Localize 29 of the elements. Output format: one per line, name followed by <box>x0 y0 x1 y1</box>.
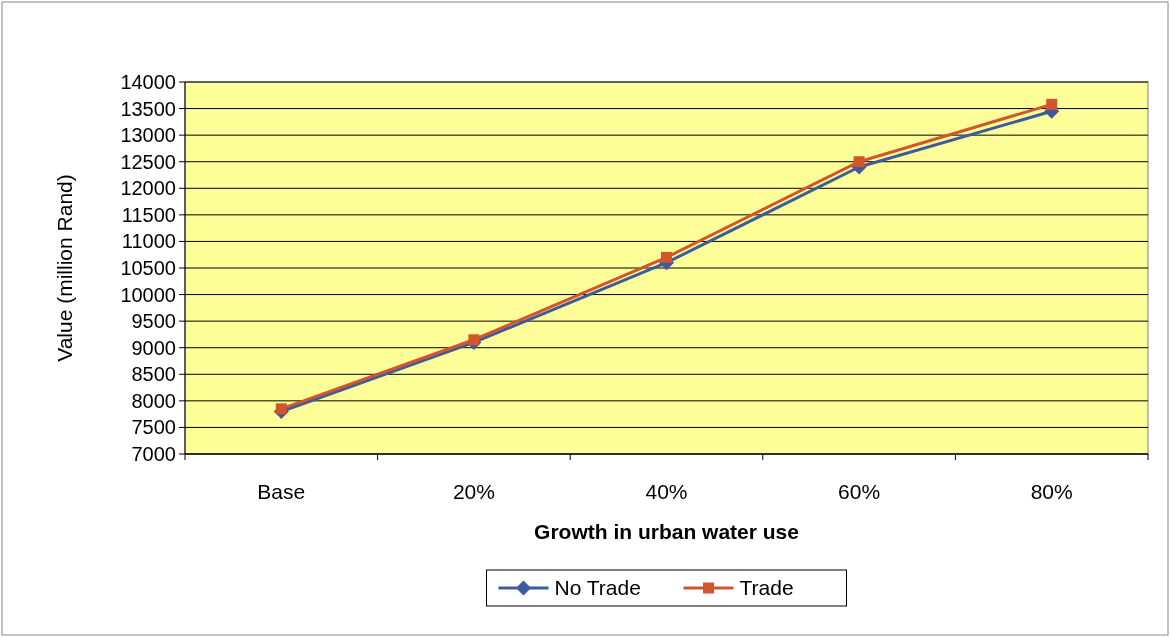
y-tick-label: 8500 <box>131 363 176 386</box>
y-tick-label: 12500 <box>120 150 176 173</box>
y-tick-label: 10000 <box>120 283 176 306</box>
x-tick-label: 20% <box>452 480 495 503</box>
y-tick-label: 7000 <box>131 443 176 465</box>
point <box>275 403 287 415</box>
legend-label: No Trade <box>554 576 641 600</box>
point <box>661 251 672 263</box>
y-tick-label: 14000 <box>120 71 176 93</box>
y-tick-label: 11000 <box>121 230 176 253</box>
point <box>468 334 480 346</box>
x-tick-label: 60% <box>838 480 881 503</box>
y-tick-label: 12000 <box>120 177 176 200</box>
point <box>853 156 865 168</box>
legend-label: Trade <box>739 576 794 600</box>
x-tick-label: 40% <box>645 480 688 503</box>
point <box>1046 98 1058 110</box>
y-tick-label: 10500 <box>120 257 176 279</box>
y-tick-label: 11500 <box>121 203 176 226</box>
x-tick-label: 80% <box>1030 480 1073 503</box>
y-tick-label: 9000 <box>131 336 176 359</box>
x-tick-label: Base <box>257 480 306 503</box>
y-tick-label: 13500 <box>120 97 176 120</box>
y-tick-label: 7500 <box>131 416 176 439</box>
y-tick-label: 8000 <box>131 389 176 412</box>
x-axis-title: Growth in urban water use <box>534 520 799 543</box>
y-tick-label: 13000 <box>120 124 176 147</box>
y-axis-title: Value (million Rand) <box>53 174 76 362</box>
y-tick-label: 9500 <box>131 310 176 333</box>
